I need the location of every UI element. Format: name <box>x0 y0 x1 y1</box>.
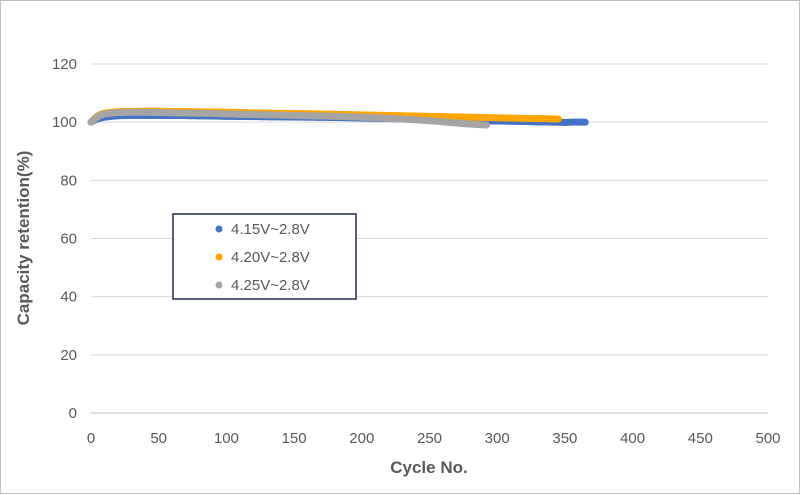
x-tick-label: 100 <box>214 430 239 447</box>
x-tick-label: 350 <box>552 430 577 447</box>
x-tick-label: 0 <box>87 430 95 447</box>
x-tick-label: 250 <box>417 430 442 447</box>
data-points <box>87 107 589 129</box>
x-tick-label: 400 <box>620 430 645 447</box>
x-tick-label: 300 <box>485 430 510 447</box>
x-axis-title: Cycle No. <box>390 458 467 477</box>
y-tick-label: 120 <box>52 56 77 73</box>
x-tick-label: 450 <box>688 430 713 447</box>
y-axis-title: Capacity retention(%) <box>14 151 33 326</box>
x-tick-label: 500 <box>755 430 780 447</box>
y-tick-label: 20 <box>60 347 77 364</box>
legend-label-4-25v: 4.25V~2.8V <box>231 277 310 294</box>
x-tick-label: 50 <box>150 430 167 447</box>
legend-marker-4-25v <box>215 281 223 289</box>
data-point <box>581 118 589 126</box>
data-point <box>482 121 490 129</box>
legend-label-4-15v: 4.15V~2.8V <box>231 221 310 238</box>
legend-marker-4-15v <box>215 225 223 233</box>
y-tick-label: 60 <box>60 231 77 248</box>
y-tick-label: 0 <box>69 405 77 422</box>
y-tick-label: 40 <box>60 289 77 306</box>
x-tick-label: 200 <box>349 430 374 447</box>
data-point <box>554 115 562 123</box>
legend-marker-4-20v <box>215 253 223 261</box>
legend-box <box>172 213 357 300</box>
gridlines <box>91 63 768 356</box>
tick-labels: 0 20 40 60 80 100 120 0 50 100 150 200 250 300 350 400 4… <box>52 56 781 447</box>
y-tick-label: 80 <box>60 172 77 189</box>
legend-label-4-20v: 4.20V~2.8V <box>231 249 310 266</box>
legend: 4.15V~2.8V 4.20V~2.8V 4.25V~2.8V <box>172 213 357 300</box>
y-tick-label: 100 <box>52 114 77 131</box>
series-3 <box>87 108 490 129</box>
x-tick-label: 150 <box>282 430 307 447</box>
